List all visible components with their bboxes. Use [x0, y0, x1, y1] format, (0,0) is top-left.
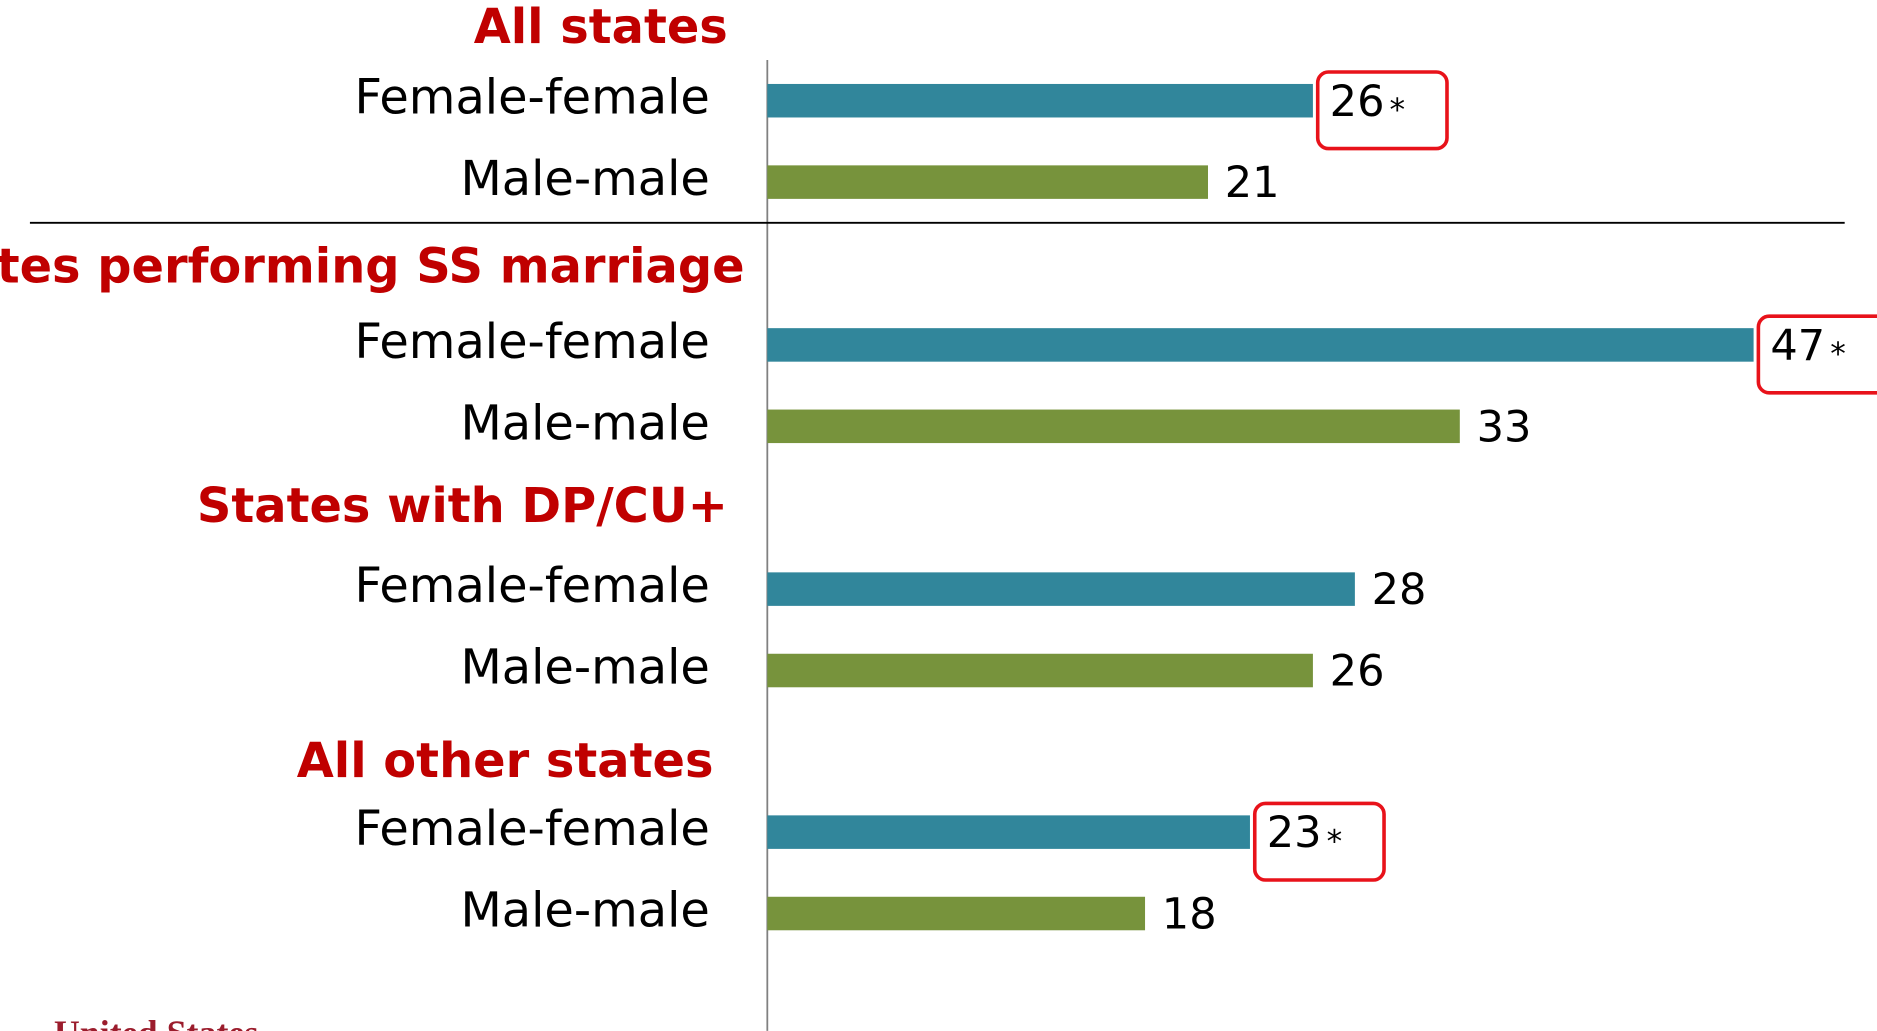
- bar: [767, 896, 1146, 931]
- category-label: Female-female: [354, 559, 709, 614]
- category-label: Female-female: [354, 71, 709, 126]
- highlight-marker: *: [1327, 824, 1343, 860]
- bar: [767, 165, 1208, 199]
- value-label: 23: [1267, 808, 1322, 858]
- bar: [767, 328, 1754, 362]
- category-label: Male-male: [460, 152, 709, 207]
- value-label: 21: [1225, 158, 1280, 208]
- bar: [767, 572, 1355, 606]
- value-label: 33: [1477, 402, 1532, 452]
- footer-logo: United States: [54, 1013, 258, 1031]
- bar: [767, 409, 1460, 444]
- group-title: States with DP/CU+: [197, 479, 728, 534]
- value-label: 47: [1770, 321, 1825, 371]
- category-label: Female-female: [354, 315, 709, 370]
- value-label: 18: [1162, 890, 1217, 940]
- bar: [767, 653, 1313, 688]
- highlight-box: [1756, 314, 1877, 395]
- category-label: Male-male: [460, 396, 709, 451]
- highlight-box: [1252, 801, 1386, 882]
- category-label: Female-female: [354, 802, 709, 857]
- value-label: 28: [1372, 565, 1427, 615]
- value-label: 26: [1330, 77, 1385, 127]
- category-label: Male-male: [460, 884, 709, 939]
- group-title: All states: [474, 0, 728, 55]
- bar: [767, 83, 1313, 118]
- bar: [767, 815, 1250, 849]
- group-title: All other states: [297, 734, 714, 789]
- value-label: 26: [1330, 647, 1385, 697]
- highlight-box: [1315, 70, 1449, 151]
- group-title: States performing SS marriage: [0, 240, 745, 295]
- category-label: Male-male: [460, 641, 709, 696]
- highlight-marker: *: [1830, 337, 1846, 373]
- highlight-marker: *: [1390, 92, 1406, 128]
